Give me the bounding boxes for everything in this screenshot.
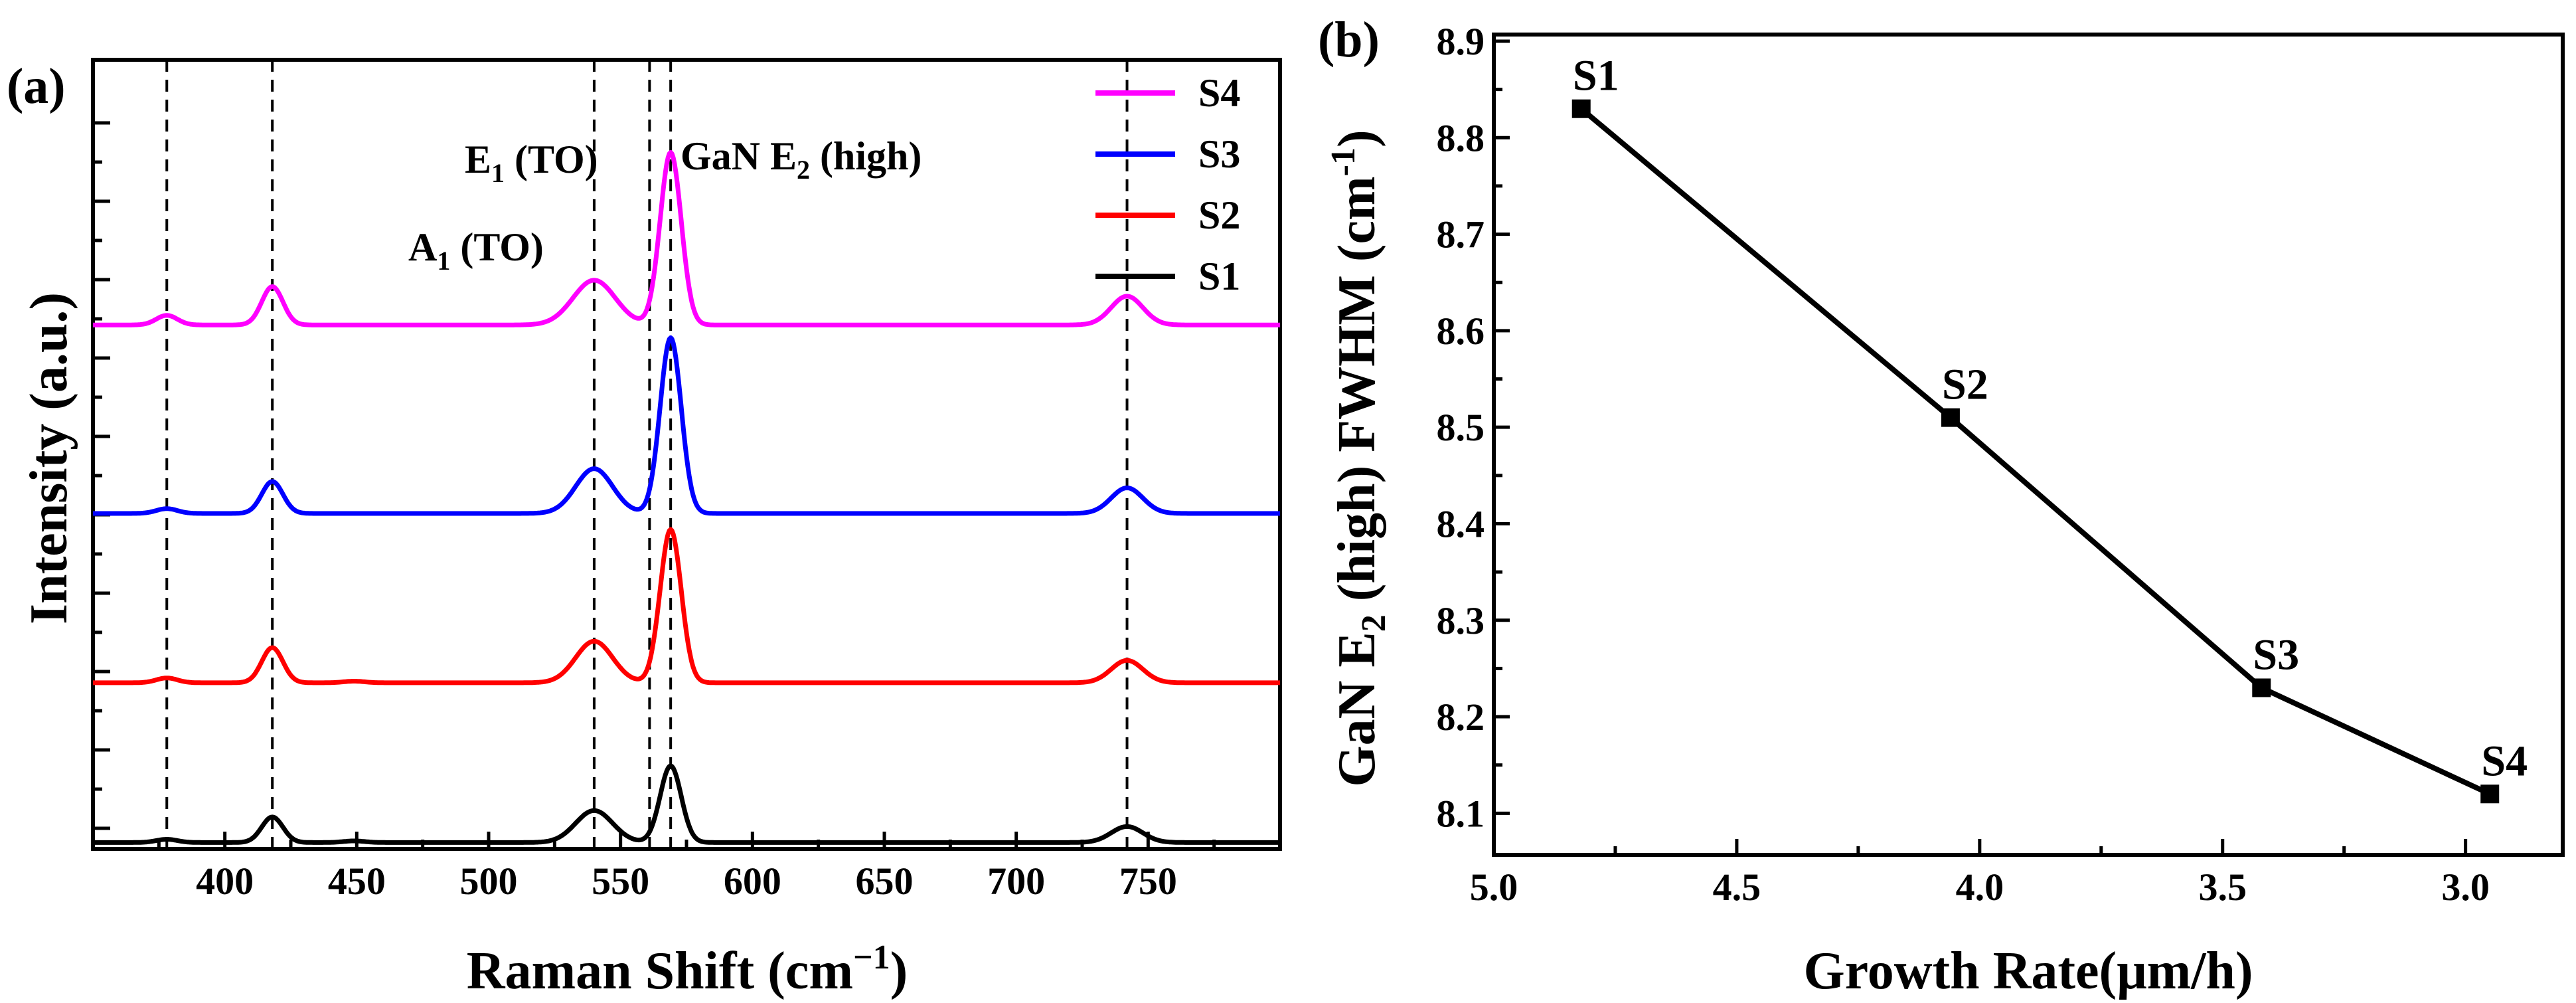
x-tick-label: 3.5 (2198, 866, 2247, 909)
x-tick-label: 600 (724, 860, 781, 903)
fwhm-plot-frame (1492, 33, 2565, 857)
spectrum-s3 (92, 335, 1281, 516)
raman-y-axis-label: Intensity (a.u.) (20, 292, 78, 624)
panel-a-label: (a) (7, 58, 66, 114)
x-tick-label: 400 (196, 860, 254, 903)
legend-label-s4: S4 (1198, 71, 1240, 115)
x-tick-label: 4.5 (1713, 866, 1761, 909)
raman-spectra (92, 149, 1281, 845)
fwhm-line (1579, 106, 2491, 796)
peak-reference-lines (165, 60, 1129, 849)
y-tick-label: 8.6 (1437, 310, 1485, 353)
x-tick-label: 650 (856, 860, 914, 903)
legend-label-s3: S3 (1198, 132, 1240, 176)
point-label-s4: S4 (2481, 737, 2528, 785)
fwhm-y-axis-label: GaN E2 (high) FWHM (cm-1) (1325, 130, 1393, 786)
annotation-a1-to: A1 (TO) (408, 225, 544, 276)
x-tick-label: 4.0 (1956, 866, 2004, 909)
point-label-s3: S3 (2253, 630, 2299, 679)
raman-y-ticks (93, 121, 110, 830)
fwhm-x-axis-label: Growth Rate(μm/h) (1803, 942, 2253, 1000)
raman-x-axis-label: Raman Shift (cm−1) (467, 939, 908, 1000)
x-tick-label: 700 (987, 860, 1045, 903)
x-tick-label: 750 (1119, 860, 1177, 903)
spectrum-s1 (92, 763, 1281, 845)
point-label-s1: S1 (1573, 52, 1619, 100)
fwhm-x-ticks: 5.0 4.5 4.0 3.5 3.0 (1470, 839, 2490, 909)
x-tick-label: 3.0 (2441, 866, 2490, 909)
y-tick-label: 8.2 (1437, 695, 1485, 739)
raman-panel: (a) 400 450 500 550 600 650 700 750 E1 (TO) GaN… (7, 58, 1282, 1000)
data-point-s2 (1941, 408, 1960, 427)
panel-b-label: (b) (1318, 12, 1380, 68)
data-point-s4 (2480, 784, 2500, 804)
fwhm-panel: (b) 5.0 4.5 4.0 3.5 3.0 8.18.28.38.48.58.68.… (1318, 12, 2565, 1000)
point-label-s2: S2 (1942, 361, 1988, 409)
y-tick-label: 8.8 (1437, 116, 1485, 159)
y-tick-label: 8.4 (1437, 502, 1485, 545)
annotation-gan-e2-high: GaN E2 (high) (681, 134, 922, 185)
y-tick-label: 8.7 (1437, 213, 1485, 256)
raman-legend: S4 S3 S2 S1 (1095, 71, 1240, 298)
data-point-s3 (2252, 678, 2271, 697)
x-tick-label: 550 (592, 860, 649, 903)
spectrum-s4 (92, 149, 1281, 327)
legend-label-s2: S2 (1198, 193, 1240, 237)
fwhm-y-ticks: 8.1 8.2 8.3 8.4 8.5 8.6 8.7 8.8 8.9 (1437, 20, 1510, 835)
x-tick-label: 5.0 (1470, 866, 1518, 909)
x-tick-label: 450 (328, 860, 386, 903)
x-tick-label: 500 (460, 860, 518, 903)
y-tick-label: 8.5 (1437, 406, 1485, 449)
data-point-s1 (1571, 99, 1591, 118)
y-tick-label: 8.1 (1437, 792, 1485, 835)
spectrum-s2 (92, 527, 1281, 685)
raman-x-ticks: 400 450 500 550 600 650 700 750 (157, 832, 1216, 903)
fwhm-series: S1 S2 S3 S4 (1571, 52, 2528, 804)
legend-label-s1: S1 (1198, 254, 1240, 298)
y-tick-label: 8.9 (1437, 20, 1485, 63)
annotation-e1-to: E1 (TO) (465, 137, 598, 188)
y-tick-label: 8.3 (1437, 599, 1485, 642)
